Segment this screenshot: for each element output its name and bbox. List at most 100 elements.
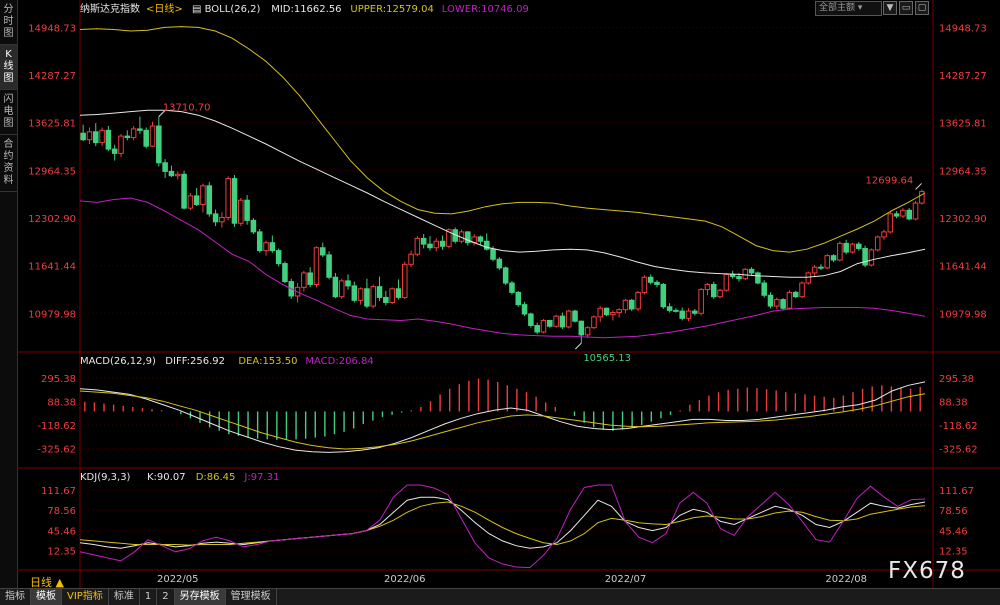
candle-body bbox=[338, 280, 345, 298]
bottom-tab-6[interactable]: 另存模板 bbox=[174, 589, 226, 605]
candle-body bbox=[837, 242, 843, 261]
candle-body bbox=[868, 249, 875, 266]
indicator-dropdown[interactable]: 全部主额 ▾ bbox=[815, 1, 882, 16]
kdj-right-tick-1: 78.56 bbox=[939, 506, 968, 517]
main-header-2: ▤ BOLL(26,2) bbox=[192, 4, 260, 15]
candle-body bbox=[736, 276, 742, 280]
main-right-tick-3: 12964.35 bbox=[939, 166, 987, 177]
candle-body bbox=[80, 132, 86, 141]
candle-body bbox=[168, 170, 175, 177]
candle-body bbox=[465, 231, 471, 244]
macd-left-tick-3: -325.62 bbox=[37, 444, 76, 455]
bottom-tab-3[interactable]: 标准 bbox=[109, 589, 140, 605]
candle-body bbox=[515, 291, 522, 306]
candle-body bbox=[200, 185, 206, 206]
candle-body bbox=[86, 131, 93, 141]
candle-body bbox=[389, 288, 395, 303]
macd-diff-line bbox=[79, 381, 926, 453]
macd-left-tick-2: -118.62 bbox=[37, 421, 76, 432]
sidebar-tab-3[interactable]: 合约资料 bbox=[0, 135, 17, 192]
main-left-tick-5: 11641.44 bbox=[28, 262, 76, 273]
candle-body bbox=[357, 288, 364, 301]
candle-body bbox=[351, 285, 358, 301]
candle-body bbox=[647, 276, 654, 283]
candle-body bbox=[742, 268, 749, 280]
kdj-j-line bbox=[79, 484, 926, 569]
macd-dea-line bbox=[79, 390, 926, 450]
candle-body bbox=[540, 319, 547, 333]
main-right-tick-6: 10979.98 bbox=[939, 309, 987, 320]
bottom-toolbar: 指标 模板 VIP指标 标准 1 2 另存模板 管理模板 bbox=[0, 588, 1000, 605]
main-header-4: UPPER:12579.04 bbox=[350, 4, 433, 15]
kdj-header-0: KDJ(9,3,3) bbox=[80, 472, 131, 483]
candle-body bbox=[862, 247, 868, 266]
candle-body bbox=[446, 229, 452, 247]
candle-body bbox=[269, 242, 276, 252]
kdj-k-line bbox=[79, 496, 926, 549]
watermark-logo: FX678 bbox=[888, 558, 966, 584]
macd-header-2: DEA:153.50 bbox=[238, 356, 297, 367]
candle-body bbox=[893, 213, 900, 217]
candle-body bbox=[673, 309, 679, 312]
candle-body bbox=[692, 310, 698, 314]
candle-body bbox=[654, 281, 660, 285]
candle-body bbox=[729, 273, 736, 278]
annotation-label-1: 10565.13 bbox=[583, 353, 631, 364]
candle-body bbox=[856, 243, 862, 249]
candle-body bbox=[723, 273, 730, 291]
annotation-pointer-2 bbox=[915, 183, 922, 190]
kdj-left-tick-2: 45.46 bbox=[47, 526, 76, 537]
candle-body bbox=[332, 276, 339, 298]
period-selector[interactable]: 日线 ▲ bbox=[30, 576, 64, 589]
candle-body bbox=[149, 125, 156, 147]
boll-lower-line bbox=[79, 197, 926, 339]
minimize-icon[interactable]: ▭ bbox=[899, 1, 913, 15]
more-icon[interactable]: ▼ bbox=[883, 1, 897, 15]
chevron-down-icon: ▾ bbox=[857, 3, 863, 13]
candle-body bbox=[483, 240, 490, 250]
sidebar-tab-2[interactable]: 闪电图 bbox=[0, 90, 17, 135]
candle-body bbox=[496, 258, 503, 269]
candle-body bbox=[597, 307, 604, 318]
candle-body bbox=[679, 310, 685, 319]
bottom-tab-5[interactable]: 2 bbox=[157, 589, 175, 605]
candle-body bbox=[704, 283, 711, 291]
candle-body bbox=[130, 128, 137, 139]
x-axis-label-2: 2022/07 bbox=[605, 574, 647, 585]
candle-body bbox=[124, 135, 131, 139]
candle-body bbox=[238, 199, 244, 224]
candle-body bbox=[685, 310, 692, 319]
candle-body bbox=[212, 213, 219, 223]
candle-body bbox=[755, 272, 761, 284]
main-left-tick-4: 12302.90 bbox=[28, 214, 76, 225]
x-axis-label-1: 2022/06 bbox=[384, 574, 426, 585]
candle-body bbox=[774, 299, 780, 307]
macd-header-1: DIFF:256.92 bbox=[165, 356, 225, 367]
boll-upper-line bbox=[79, 26, 926, 253]
main-header-1: <日线> bbox=[146, 2, 183, 15]
macd-header-3: MACD:206.84 bbox=[305, 356, 373, 367]
kdj-d-line bbox=[79, 501, 926, 546]
main-right-tick-0: 14948.73 bbox=[939, 23, 987, 34]
bottom-tab-2[interactable]: VIP指标 bbox=[62, 589, 109, 605]
candle-body bbox=[849, 243, 856, 253]
maximize-icon[interactable]: ▢ bbox=[915, 1, 929, 15]
bottom-tab-7[interactable]: 管理模板 bbox=[226, 589, 277, 605]
kdj-left-tick-3: 12.35 bbox=[47, 546, 76, 557]
bottom-tab-1[interactable]: 模板 bbox=[31, 589, 62, 605]
candle-body bbox=[383, 296, 389, 303]
candle-body bbox=[427, 243, 433, 249]
bottom-tab-4[interactable]: 1 bbox=[140, 589, 158, 605]
candle-body bbox=[578, 320, 585, 336]
chart-canvas: 14948.73 14948.73 14287.27 14287.27 13625.81… bbox=[17, 0, 1000, 588]
candle-body bbox=[345, 280, 351, 287]
candle-body bbox=[313, 247, 320, 285]
bottom-tab-0[interactable]: 指标 bbox=[0, 589, 31, 605]
main-header-3: MID:11662.56 bbox=[271, 4, 341, 15]
boll-mid-line bbox=[79, 109, 926, 278]
candle-body bbox=[534, 325, 540, 333]
sidebar-tab-0[interactable]: 分时图 bbox=[0, 0, 17, 45]
main-left-tick-1: 14287.27 bbox=[28, 71, 76, 82]
candle-body bbox=[710, 283, 717, 298]
